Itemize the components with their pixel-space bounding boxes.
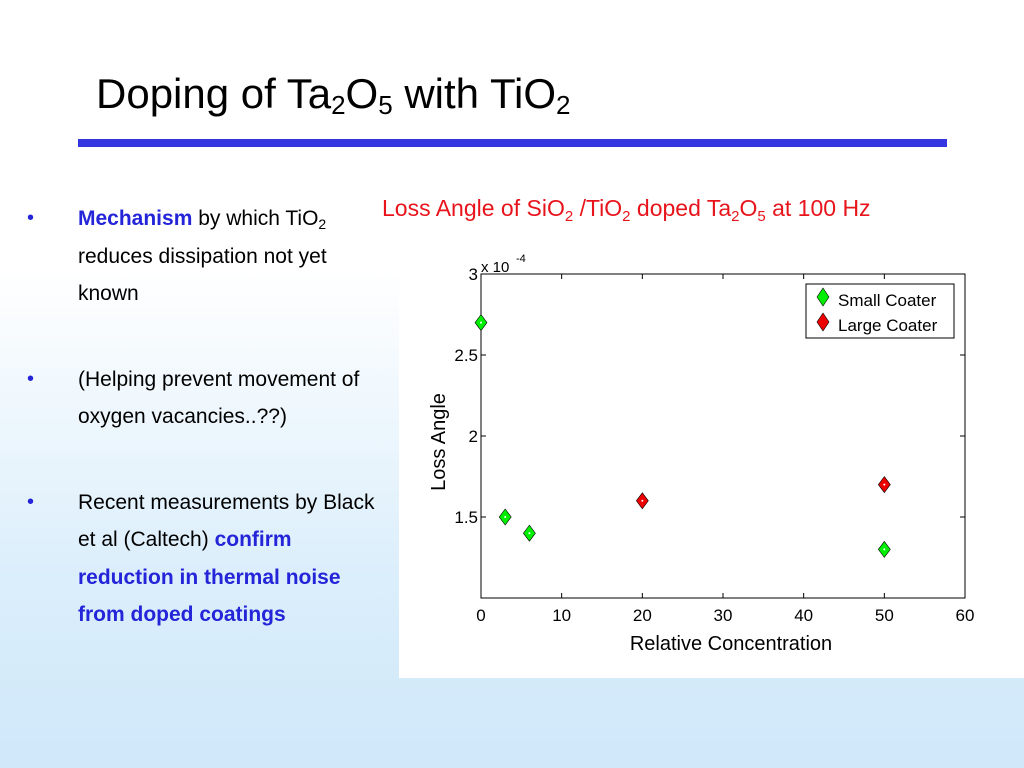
title-subscript-1: 2 xyxy=(331,90,346,120)
x-tick-label: 10 xyxy=(552,606,571,625)
title-subscript-3: 2 xyxy=(556,90,571,120)
x-tick-label: 30 xyxy=(714,606,733,625)
y-multiplier-base: x 10 xyxy=(481,259,509,276)
title-subscript-2: 5 xyxy=(378,90,393,120)
bullet-list: • Mechanism by which TiO2 reduces dissip… xyxy=(22,200,382,634)
chart-title-subscript: 2 xyxy=(622,208,631,225)
bullet-subscript: 2 xyxy=(318,216,327,232)
y-multiplier-exponent: -4 xyxy=(516,253,526,265)
legend-label-small-coater: Small Coater xyxy=(838,291,937,310)
chart-title-text: /TiO xyxy=(573,195,623,221)
chart-title-subscript: 5 xyxy=(757,208,766,225)
chart-title-text: at 100 Hz xyxy=(765,195,871,221)
title-text-3: with TiO xyxy=(392,70,557,117)
y-tick-label: 2 xyxy=(469,427,478,446)
title-divider xyxy=(78,139,947,147)
x-axis-label: Relative Concentration xyxy=(630,633,832,655)
scatter-chart: 0 10 20 30 40 50 60 1.5 2 2.5 3 x 10 -4 Relative C… xyxy=(428,253,975,655)
bullet-item-oxygen-vacancies: • (Helping prevent movement of oxygen va… xyxy=(22,361,382,436)
y-tick-label: 3 xyxy=(469,265,478,284)
legend-label-large-coater: Large Coater xyxy=(838,316,938,335)
legend: Small Coater Large Coater xyxy=(805,283,955,339)
title-text-1: Doping of Ta xyxy=(96,70,332,117)
bullet-text: by which TiO xyxy=(192,207,319,230)
x-tick-label: 60 xyxy=(956,606,975,625)
legend-box xyxy=(805,283,955,339)
chart-title-subscript: 2 xyxy=(731,208,740,225)
slide-title: Doping of Ta2O5 with TiO2 xyxy=(96,66,571,122)
data-point-center xyxy=(641,499,644,502)
chart-title-text: doped Ta xyxy=(630,195,732,221)
bullet-text: Recent measurements by Black et al (Calt… xyxy=(78,490,375,552)
bullet-text: reduces dissipation not yet known xyxy=(78,244,327,306)
bullet-text: (Helping prevent movement of oxygen vaca… xyxy=(78,367,360,429)
legend-marker-small-coater xyxy=(816,287,830,307)
y-tick-label: 1.5 xyxy=(454,508,478,527)
x-tick-label: 0 xyxy=(476,606,485,625)
data-point-center xyxy=(883,483,886,486)
chart-title-text: O xyxy=(739,195,758,221)
bullet-marker: • xyxy=(27,367,35,390)
x-tick-label: 50 xyxy=(875,606,894,625)
bullet-marker: • xyxy=(27,490,35,513)
y-tick-label: 2.5 xyxy=(454,346,478,365)
bullet-item-mechanism: • Mechanism by which TiO2 reduces dissip… xyxy=(22,200,382,313)
chart-title-text: Loss Angle of SiO xyxy=(382,195,565,221)
bullet-emphasis: confirm reduction in thermal noise from … xyxy=(78,528,341,626)
data-point-center xyxy=(480,321,482,324)
data-point-center xyxy=(528,532,531,535)
data-point-center xyxy=(504,516,507,518)
chart-title-subscript: 2 xyxy=(564,208,574,225)
bullet-lead-emphasis: Mechanism xyxy=(78,207,193,230)
x-tick-label: 20 xyxy=(633,606,652,625)
x-tick-label: 40 xyxy=(794,606,813,625)
legend-marker-large-coater xyxy=(816,312,830,332)
data-point-center xyxy=(883,548,886,551)
bullet-marker: • xyxy=(27,207,35,229)
title-text-2: O xyxy=(345,70,379,117)
chart-title: Loss Angle of SiO2 /TiO2 doped Ta2O5 at … xyxy=(382,193,871,225)
y-axis-label: Loss Angle xyxy=(428,393,450,491)
chart-panel: 0 10 20 30 40 50 60 1.5 2 2.5 3 x 10 -4 Relative C… xyxy=(399,234,1024,678)
bullet-item-measurements: • Recent measurements by Black et al (Ca… xyxy=(22,484,382,634)
